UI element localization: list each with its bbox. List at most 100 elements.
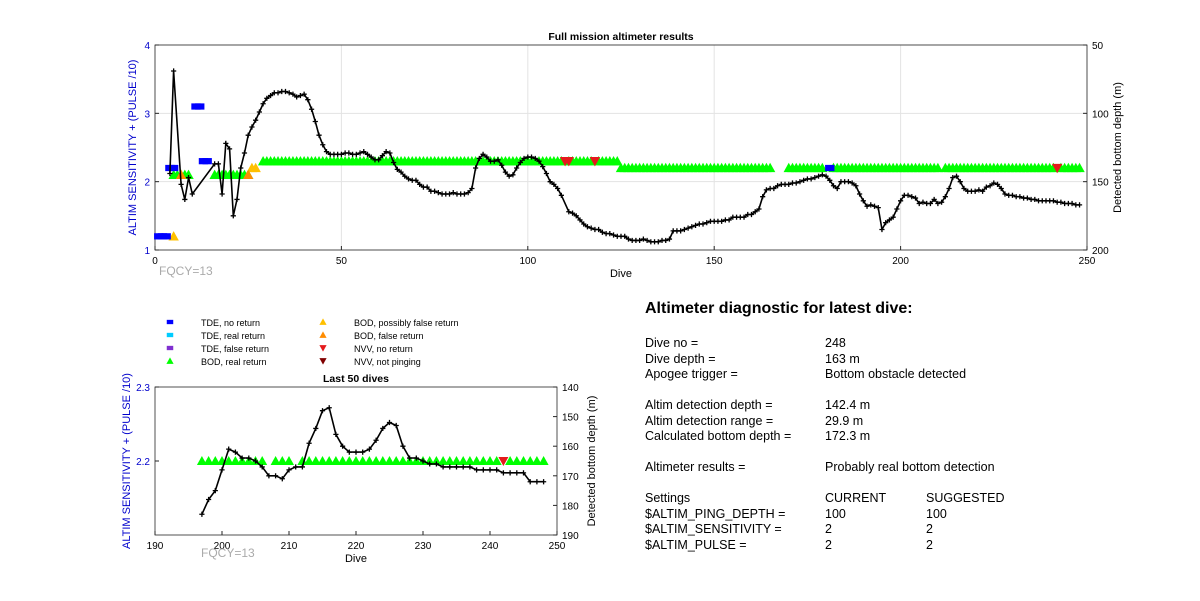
bottom-depth-point [282,88,289,95]
bottom-depth-point [473,165,479,171]
bottom-depth-point [830,183,837,189]
bottom-depth-point [584,224,591,230]
bottom-depth-point [961,185,967,192]
diagnostic-label: Apogee trigger = [645,367,738,381]
bottom-depth-point [741,214,747,220]
diagnostic-spacer [645,383,1185,399]
bottom-depth-point [980,188,986,194]
bottom-depth-point [474,467,480,473]
x-tick-label: 210 [281,541,298,552]
bod-real-return-marker [471,456,482,465]
bod-real-return-marker [491,456,502,465]
bottom-depth-point [520,470,527,476]
nvv-no-return-marker [563,157,575,167]
bottom-depth-point [319,408,326,414]
bod-real-return-marker [183,169,194,179]
bod-real-return-marker [377,456,388,465]
bod-real-return-marker [330,456,341,465]
bottom-depth-point [500,470,506,476]
diagnostic-row: Calculated bottom depth = 172.3 m [645,429,1185,445]
diagnostic-row: Dive no = 248 [645,336,1185,352]
bottom-depth-point [320,142,326,148]
bottom-depth-point [864,203,870,209]
bod-real-return-marker [612,155,623,166]
bottom-depth-point [413,455,419,461]
legend-marker [319,358,327,365]
diagnostic-suggested: 100 [926,506,947,521]
diagnostic-suggested: 2 [926,522,933,536]
x-tick-label: 100 [519,256,536,267]
bottom-depth-point [407,455,413,461]
bottom-depth-point [726,217,732,223]
bottom-depth-point [909,194,915,200]
bottom-depth-point [1009,192,1016,198]
bottom-depth-point [387,150,393,156]
legend-marker [319,318,327,325]
bottom-depth-point [521,155,527,162]
bottom-depth-point [494,467,500,473]
diagnostic-value: 163 m [825,351,860,366]
legend-marker [166,357,174,364]
bottom-depth-point [577,217,583,223]
bottom-depth-point [555,185,561,192]
bottom-depth-point [433,461,439,467]
fqcy-annotation: FQCY=13 [201,546,255,560]
bottom-depth-point [480,151,486,157]
bottom-depth-point [972,188,978,194]
bottom-depth-point [460,464,466,470]
diagnostic-label: Dive no = [645,336,699,350]
plot-frame [154,44,1088,251]
chart-title: Full mission altimeter results [548,31,693,43]
bod-real-return-marker [531,456,542,465]
bottom-depth-point [596,226,602,233]
diagnostic-spacer [645,445,1185,461]
bottom-depth-point [994,181,1001,187]
bottom-depth-point [226,146,233,152]
bottom-depth-line [169,70,1080,243]
bod-real-return-marker [337,456,348,465]
bottom-depth-point [939,199,945,205]
bod-real-return-marker [304,456,315,465]
bottom-depth-point [987,183,993,189]
diagnostic-group-result: Altimeter results = Probably real bottom … [645,460,1185,476]
bottom-depth-point [495,157,501,163]
bottom-depth-point [942,194,948,200]
bottom-depth-point [440,464,446,470]
diagnostic-value: 172.3 m [825,429,871,443]
tde-no-return-marker [825,164,835,172]
bottom-depth-point [435,190,441,196]
bod-false-return-marker [243,169,254,179]
bottom-depth-point [171,68,177,74]
bottom-depth-point [215,161,221,167]
bottom-depth-point [353,151,359,157]
bottom-depth-point [756,206,762,212]
bottom-depth-point [380,425,386,432]
bottom-depth-point [394,166,400,172]
bod-real-return-marker [431,456,442,465]
bottom-depth-point [290,91,296,97]
bottom-depth-point [366,446,372,452]
diagnostic-row: Apogee trigger = Bottom obstacle detected [645,367,1185,383]
bottom-depth-point [361,149,367,155]
y-tick-label-right: 200 [1092,246,1109,257]
bottom-depth-line [201,406,544,515]
bottom-depth-point [540,164,546,170]
bottom-depth-point [484,154,490,160]
legend-marker [319,345,327,352]
bottom-depth-point [507,470,513,476]
y-axis-label-right: Detected bottom depth (m) [1112,82,1124,213]
bod-real-return-marker [397,456,408,465]
bottom-depth-point [402,173,408,179]
bottom-depth-point [543,170,550,177]
bottom-depth-point [427,461,433,467]
bottom-depth-point [1002,191,1008,197]
diagnostic-row: $ALTIM_SENSITIVITY = 2 2 [645,522,1185,538]
diagnostic-title: Altimeter diagnostic for latest dive: [645,300,913,317]
legend-marker [166,332,174,338]
bottom-depth-point [760,194,766,200]
diagnostic-current: 2 [825,522,832,536]
diagnostic-label: $ALTIM_PING_DEPTH = [645,506,786,521]
bottom-depth-point [420,458,426,464]
last-50-dives-chart: 190 200 210 220 230 240 250 2.2 2.3 140 150 160 170 1… [121,373,598,565]
